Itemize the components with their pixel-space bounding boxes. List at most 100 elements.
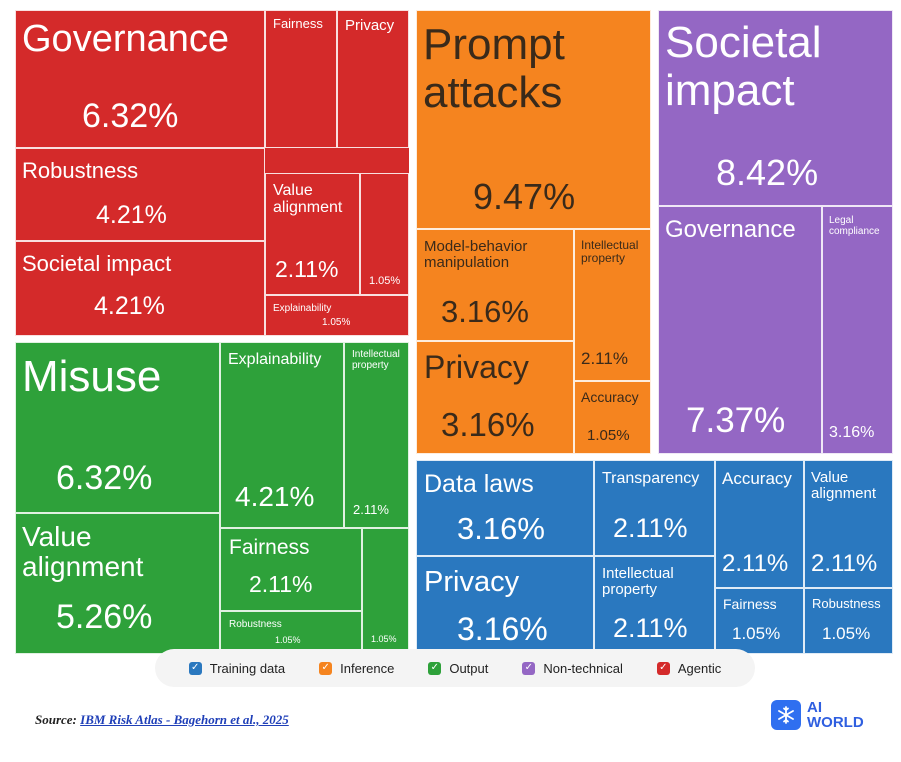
- tile-label: Fairness: [723, 596, 777, 612]
- tile-label: Governance: [665, 216, 796, 243]
- tile-value: 1.05%: [322, 317, 351, 328]
- tile-label: Value alignment: [22, 521, 144, 583]
- treemap-tile: Explainability 1.05%: [265, 295, 409, 336]
- tile-value: 2.11%: [273, 145, 314, 147]
- tile-value: 2.11%: [353, 502, 389, 517]
- checkbox-icon[interactable]: ✓: [656, 661, 670, 675]
- treemap-tile: Intellectual property 2.11%: [594, 556, 715, 654]
- treemap-tile: Societal impact 4.21%: [15, 241, 265, 336]
- tile-label: Intellectual property: [602, 565, 674, 599]
- treemap-group-inference: Prompt attacks 9.47% Model-behavior manipu…: [416, 10, 651, 454]
- treemap-group-training-data: Data laws 3.16% Transparency 2.11% Accuracy 2…: [416, 460, 893, 654]
- tile-label: Misuse: [22, 352, 162, 401]
- treemap-tile: Intellectual property 2.11%: [574, 229, 651, 381]
- tile-value: 6.32%: [56, 459, 153, 497]
- tile-value: 2.11%: [275, 256, 339, 282]
- tile-label: Privacy: [345, 17, 395, 34]
- tile-value: 2.11%: [613, 513, 688, 543]
- treemap-tile: Legal compliance 3.16%: [822, 206, 893, 454]
- treemap-tile: Explainability 4.21%: [220, 342, 344, 528]
- treemap-tile: Accuracy 2.11%: [715, 460, 804, 588]
- tile-label: Accuracy: [581, 389, 639, 405]
- legend-item[interactable]: ✓ Non-technical: [522, 661, 623, 676]
- tile-value: 1.05%: [369, 275, 401, 287]
- treemap-tile: 1.05%: [362, 528, 409, 654]
- treemap-chart: Governance 6.32% Fairness 2.11% Privacy 2.11%…: [15, 10, 893, 654]
- checkbox-icon[interactable]: ✓: [428, 661, 442, 675]
- treemap-tile: Societal impact 8.42%: [658, 10, 893, 206]
- treemap-tile: Fairness 2.11%: [265, 10, 337, 148]
- tile-value: 2.11%: [249, 571, 313, 597]
- treemap-tile: Prompt attacks 9.47%: [416, 10, 651, 229]
- legend-item[interactable]: ✓ Inference: [319, 661, 394, 676]
- treemap-tile: Privacy 3.16%: [416, 341, 574, 454]
- tile-label: Fairness: [273, 16, 323, 31]
- tile-value: 1.05%: [587, 427, 630, 444]
- tile-value: 3.16%: [457, 611, 548, 647]
- legend-label: Inference: [340, 660, 395, 676]
- tile-value: 2.11%: [346, 145, 387, 147]
- source-citation: Source: IBM Risk Atlas - Bagehorn et al.…: [35, 712, 289, 728]
- treemap-tile: Privacy 2.11%: [337, 10, 409, 148]
- tile-value: 3.16%: [829, 424, 875, 441]
- tile-label: Value alignment: [811, 469, 877, 503]
- treemap-tile: Misuse 6.32%: [15, 342, 220, 513]
- treemap-tile: Governance 7.37%: [658, 206, 822, 454]
- checkbox-icon[interactable]: ✓: [188, 661, 202, 675]
- brand-line-2: WORLD: [807, 714, 864, 731]
- treemap-tile: Value alignment 5.26%: [15, 513, 220, 654]
- legend-label: Training data: [209, 660, 286, 676]
- checkbox-icon[interactable]: ✓: [522, 661, 536, 675]
- brand-logo: AI WORLD: [771, 700, 864, 730]
- legend-label: Non-technical: [543, 660, 623, 676]
- tile-value: 3.16%: [441, 294, 529, 329]
- treemap-group-non-technical: Societal impact 8.42% Governance 7.37% Legal…: [658, 10, 893, 454]
- treemap-tile: Model-behavior manipulation 3.16%: [416, 229, 574, 341]
- source-link[interactable]: IBM Risk Atlas - Bagehorn et al., 2025: [80, 712, 289, 727]
- tile-label: Privacy: [424, 566, 520, 598]
- tile-label: Intellectual property: [581, 238, 639, 265]
- tile-value: 8.42%: [716, 152, 819, 193]
- tile-value: 3.16%: [441, 406, 535, 443]
- treemap-tile: Accuracy 1.05%: [574, 381, 651, 454]
- tile-value: 2.11%: [581, 349, 628, 368]
- legend-item[interactable]: ✓ Agentic: [656, 660, 722, 676]
- tile-value: 2.11%: [722, 550, 789, 577]
- treemap-tile: Robustness 1.05%: [220, 611, 362, 654]
- treemap-tile: Intellectual property 2.11%: [344, 342, 409, 528]
- tile-label: Transparency: [602, 470, 700, 487]
- tile-label: Robustness: [229, 619, 282, 630]
- treemap-tile: Fairness 1.05%: [715, 588, 804, 654]
- tile-value: 2.11%: [811, 550, 878, 577]
- tile-label: Legal compliance: [829, 215, 880, 237]
- legend-item[interactable]: ✓ Output: [428, 661, 488, 676]
- tile-value: 1.05%: [822, 624, 871, 643]
- treemap-tile: 1.05%: [360, 173, 409, 295]
- tile-label: Fairness: [229, 536, 310, 559]
- tile-value: 4.21%: [96, 201, 167, 229]
- tile-label: Governance: [22, 18, 230, 60]
- treemap-tile: Value alignment 2.11%: [804, 460, 893, 588]
- tile-label: Societal impact: [665, 18, 822, 115]
- legend-label: Output: [449, 660, 489, 676]
- tile-value: 5.26%: [56, 598, 153, 636]
- tile-label: Model-behavior manipulation: [424, 238, 528, 272]
- legend-item[interactable]: ✓ Training data: [188, 660, 286, 676]
- tile-label: Robustness: [812, 596, 881, 611]
- tile-value: 2.11%: [613, 613, 688, 643]
- checkbox-icon[interactable]: ✓: [319, 661, 333, 675]
- tile-value: 4.21%: [235, 481, 315, 512]
- source-prefix: Source:: [35, 712, 77, 727]
- tile-label: Prompt attacks: [423, 20, 565, 117]
- treemap-tile: Robustness 1.05%: [804, 588, 893, 654]
- tile-label: Societal impact: [22, 251, 172, 276]
- tile-value: 1.05%: [275, 635, 301, 645]
- tile-value: 1.05%: [732, 624, 781, 643]
- tile-label: Data laws: [424, 470, 534, 498]
- tile-value: 9.47%: [473, 176, 576, 217]
- tile-value: 3.16%: [457, 511, 545, 546]
- legend-label: Agentic: [677, 660, 722, 676]
- treemap-group-output: Misuse 6.32% Explainability 4.21% Intellectu…: [15, 342, 409, 654]
- tile-label: Explainability: [273, 303, 332, 314]
- brand-line-1: AI: [807, 699, 822, 716]
